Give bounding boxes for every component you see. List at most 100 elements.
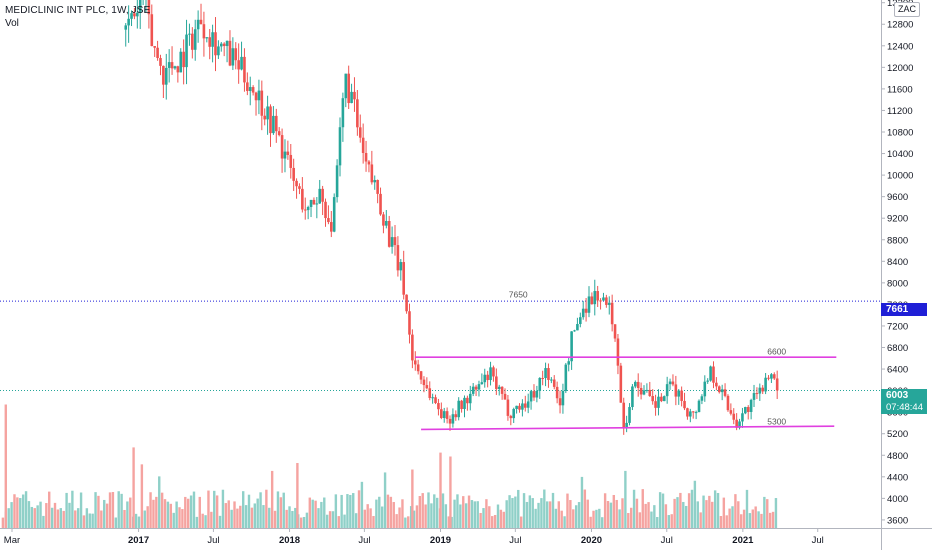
candle-body: [691, 411, 695, 413]
support-line[interactable]: [421, 425, 835, 431]
candle: [442, 407, 446, 423]
candle: [761, 385, 765, 395]
candle-body: [642, 390, 646, 395]
volume-bar: [705, 500, 708, 528]
volume-bar: [16, 497, 19, 528]
candle-body: [550, 379, 553, 381]
candle: [532, 384, 536, 401]
volume-bar: [114, 517, 118, 528]
blue-level-price-tag: 7661: [881, 303, 927, 316]
candle-body: [460, 400, 463, 410]
volume-bar: [273, 510, 277, 528]
volume-bar: [693, 480, 697, 528]
volume-bar: [189, 495, 193, 528]
volume-bar: [97, 495, 100, 528]
volume-bar: [137, 516, 141, 528]
price-axis[interactable]: [881, 0, 932, 550]
volume-bar: [227, 500, 230, 528]
volume-bar: [447, 516, 450, 528]
candle: [599, 298, 602, 310]
candle: [379, 187, 382, 216]
volume-bar: [375, 499, 378, 528]
candle: [306, 205, 310, 220]
candle-body: [547, 368, 550, 380]
candle: [214, 17, 217, 72]
candle: [607, 296, 611, 315]
volume-bar: [493, 514, 497, 528]
y-tick-label: 9200: [887, 214, 908, 225]
volume-bar: [178, 507, 181, 528]
volume-bar: [270, 470, 274, 528]
candle: [755, 387, 759, 400]
candle-body: [775, 378, 779, 391]
volume-bar: [771, 511, 775, 528]
volume-bar: [682, 501, 685, 528]
volume-bar: [268, 507, 271, 528]
x-tick-label: Mar: [4, 535, 20, 546]
candle: [654, 394, 657, 416]
candle-body: [463, 397, 466, 410]
candle-body: [616, 338, 620, 366]
candle-body: [219, 43, 223, 47]
volume-bar: [242, 491, 245, 528]
candle: [602, 292, 605, 301]
volume-bar: [479, 512, 482, 528]
candle-body: [674, 384, 678, 397]
candle: [211, 24, 214, 63]
candle: [156, 40, 159, 61]
currency-scale-button[interactable]: ZAC: [894, 2, 920, 17]
candle: [408, 303, 411, 344]
candle: [535, 385, 539, 403]
volume-bar: [195, 516, 199, 528]
candle-body: [613, 324, 617, 339]
volume-bar: [285, 509, 288, 528]
candle: [202, 11, 206, 57]
candle-body: [466, 397, 469, 404]
candle: [147, 0, 151, 29]
y-tick-label: 12400: [887, 41, 913, 52]
volume-bar: [134, 513, 138, 528]
candle: [712, 361, 715, 389]
candle-body: [246, 82, 249, 91]
candle: [286, 140, 290, 160]
candle-body: [715, 382, 718, 387]
volume-bar: [546, 501, 549, 528]
candle-body: [483, 374, 487, 383]
volume-bar: [398, 507, 401, 528]
candle-body: [581, 308, 585, 318]
candle: [555, 381, 559, 404]
candle-body: [387, 221, 391, 247]
candle: [541, 370, 544, 386]
volume-bar: [204, 515, 207, 528]
volume-bar: [444, 504, 448, 528]
candle-body: [312, 199, 316, 205]
candle-body: [248, 87, 252, 91]
volume-series: [1, 404, 778, 528]
y-tick-label: 10000: [887, 171, 913, 182]
volume-bar: [650, 511, 653, 528]
candle: [419, 370, 423, 385]
volume-bar: [299, 517, 303, 528]
candle: [367, 160, 371, 173]
candle: [625, 415, 628, 433]
candle-body: [454, 414, 458, 418]
volume-bar: [129, 497, 132, 528]
volume-bar: [609, 502, 613, 528]
candle: [153, 46, 156, 57]
volume-bar: [708, 495, 711, 528]
candle: [613, 324, 617, 342]
volume-bar: [158, 476, 161, 528]
candle: [437, 398, 440, 416]
volume-bar: [201, 513, 204, 528]
y-tick-label: 4400: [887, 472, 908, 483]
candle-body: [211, 32, 214, 47]
volume-bar: [415, 505, 419, 528]
candle-body: [567, 361, 571, 365]
candle-body: [596, 291, 599, 301]
candle-body: [532, 391, 536, 398]
volume-bar: [734, 494, 737, 528]
candle-body: [350, 91, 353, 104]
candle-body: [217, 46, 220, 56]
volume-bar: [262, 505, 265, 528]
